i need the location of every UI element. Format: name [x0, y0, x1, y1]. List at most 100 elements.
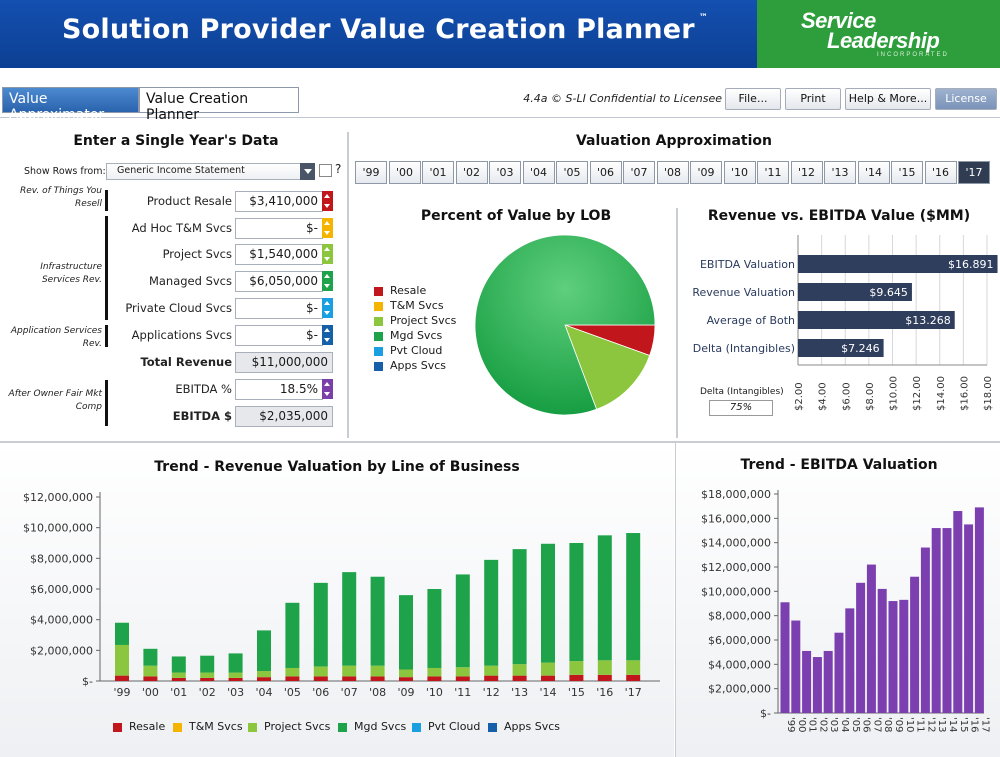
legend-swatch — [338, 722, 347, 732]
year-button[interactable]: '06 — [589, 161, 622, 184]
ebitda-dollars-value: $2,035,000 — [235, 406, 333, 427]
y-tick-label: $6,000,000 — [708, 634, 771, 647]
bar-segment-resale — [399, 677, 413, 681]
bar-segment-mgd-svcs — [285, 602, 300, 668]
year-button[interactable]: '08 — [656, 161, 689, 184]
bar — [899, 599, 909, 713]
bar-value-label: $9.645 — [869, 286, 908, 299]
applications-svcs-input[interactable]: $- — [235, 325, 323, 346]
adhoc-tm-stepper[interactable] — [322, 218, 333, 239]
year-button[interactable]: '04 — [522, 161, 555, 184]
legend-label: Resale — [390, 284, 427, 297]
year-button[interactable]: '11 — [757, 161, 789, 184]
year-button[interactable]: '17 — [958, 161, 990, 184]
private-cloud-input[interactable]: $- — [235, 298, 323, 319]
bar-segment-resale — [171, 677, 186, 681]
bar-segment-project-svcs — [200, 672, 215, 678]
bar-segment-resale — [455, 676, 470, 681]
bar-segment-resale — [200, 677, 215, 681]
product-resale-input[interactable]: $3,410,000 — [235, 191, 323, 212]
legend-item: Pvt Cloud — [412, 720, 480, 733]
project-svcs-stepper[interactable] — [322, 244, 333, 265]
legend-item: Mgd Svcs — [338, 720, 406, 733]
bar-segment-resale — [569, 674, 584, 681]
group-label-owner-comp: After Owner Fair Mkt Comp — [8, 389, 102, 412]
bar-segment-mgd-svcs — [257, 630, 271, 672]
year-button[interactable]: '03 — [489, 161, 521, 184]
private-cloud-stepper[interactable] — [322, 298, 333, 319]
x-tick-label: '03 — [828, 717, 839, 732]
bar-segment-project-svcs — [484, 665, 499, 676]
x-tick-label: '04 — [255, 686, 272, 699]
legend-swatch — [173, 722, 182, 732]
year-button[interactable]: '07 — [623, 161, 655, 184]
project-svcs-input[interactable]: $1,540,000 — [235, 244, 323, 265]
year-button[interactable]: '01 — [422, 161, 454, 184]
year-button[interactable]: '14 — [857, 161, 890, 184]
managed-svcs-input[interactable]: $6,050,000 — [235, 271, 323, 292]
file-button[interactable]: File... — [725, 88, 781, 110]
ebitda-pct-stepper[interactable] — [322, 379, 333, 400]
bar-segment-mgd-svcs — [171, 656, 186, 673]
y-tick-label: $- — [82, 675, 93, 688]
tab-value-creation-planner[interactable]: Value Creation Planner — [139, 87, 299, 123]
x-tick-label: $12.00 — [912, 376, 923, 411]
tab-value-approximator[interactable]: Value Approximator — [2, 87, 139, 123]
y-tick-label: $8,000,000 — [708, 610, 771, 623]
legend-swatch — [412, 722, 421, 732]
x-tick-label: '04 — [839, 717, 850, 732]
bar-segment-mgd-svcs — [427, 589, 442, 668]
bar-value-label: $7.246 — [841, 342, 880, 355]
show-rows-checkbox[interactable] — [319, 164, 332, 177]
y-tick-label: $12,000,000 — [23, 491, 93, 504]
x-tick-label: '01 — [807, 717, 818, 732]
app-header: Solution Provider Value Creation Planner… — [0, 0, 1000, 68]
year-button[interactable]: '09 — [690, 161, 722, 184]
x-tick-label: '16 — [596, 686, 613, 699]
year-button[interactable]: '05 — [556, 161, 588, 184]
bar — [791, 620, 801, 713]
year-button[interactable]: '12 — [790, 161, 823, 184]
y-tick-label: $10,000,000 — [701, 585, 771, 598]
bar-segment-project-svcs — [115, 644, 129, 676]
y-tick-label: $4,000,000 — [708, 658, 771, 671]
bar — [845, 608, 855, 713]
year-button[interactable]: '10 — [723, 161, 756, 184]
x-tick-label: '11 — [915, 717, 926, 732]
chevron-down-icon[interactable] — [300, 163, 315, 180]
trend-revenue-title: Trend - Revenue Valuation by Line of Bus… — [154, 459, 520, 475]
x-tick-label: $10.00 — [889, 376, 900, 411]
legend-label: Project Svcs — [390, 314, 457, 327]
show-rows-select[interactable]: Generic Income Statement — [106, 163, 314, 180]
x-tick-label: '02 — [817, 717, 828, 732]
year-button[interactable]: '15 — [891, 161, 923, 184]
year-button[interactable]: '13 — [824, 161, 856, 184]
bar-segment-project-svcs — [512, 664, 527, 676]
bar-segment-mgd-svcs — [342, 572, 357, 666]
x-tick-label: '14 — [539, 686, 556, 699]
bar-segment-resale — [427, 676, 442, 681]
year-button[interactable]: '99 — [355, 161, 387, 184]
bar-segment-resale — [541, 675, 555, 681]
legend-label: Pvt Cloud — [428, 720, 481, 733]
ebitda-pct-input[interactable]: 18.5% — [235, 379, 323, 400]
delta-intangibles-input[interactable]: 75% — [709, 400, 773, 416]
help-icon[interactable]: ? — [335, 162, 342, 176]
year-button[interactable]: '16 — [924, 161, 957, 184]
bar — [798, 339, 884, 357]
print-button[interactable]: Print — [785, 88, 841, 110]
license-button[interactable]: License — [935, 88, 997, 110]
legend-swatch — [113, 722, 122, 732]
applications-svcs-stepper[interactable] — [322, 325, 333, 346]
adhoc-tm-input[interactable]: $- — [235, 218, 323, 239]
bar-segment-project-svcs — [370, 665, 385, 677]
trend-revenue-panel — [0, 443, 674, 757]
year-button[interactable]: '00 — [388, 161, 421, 184]
product-resale-stepper[interactable] — [322, 191, 333, 212]
bar — [964, 524, 974, 713]
bar — [856, 582, 866, 713]
year-button[interactable]: '02 — [455, 161, 488, 184]
help-more-button[interactable]: Help & More... — [845, 88, 931, 110]
managed-svcs-stepper[interactable] — [322, 271, 333, 292]
version-label: 4.4a © S-LI Confidential to Licensee — [523, 92, 722, 105]
